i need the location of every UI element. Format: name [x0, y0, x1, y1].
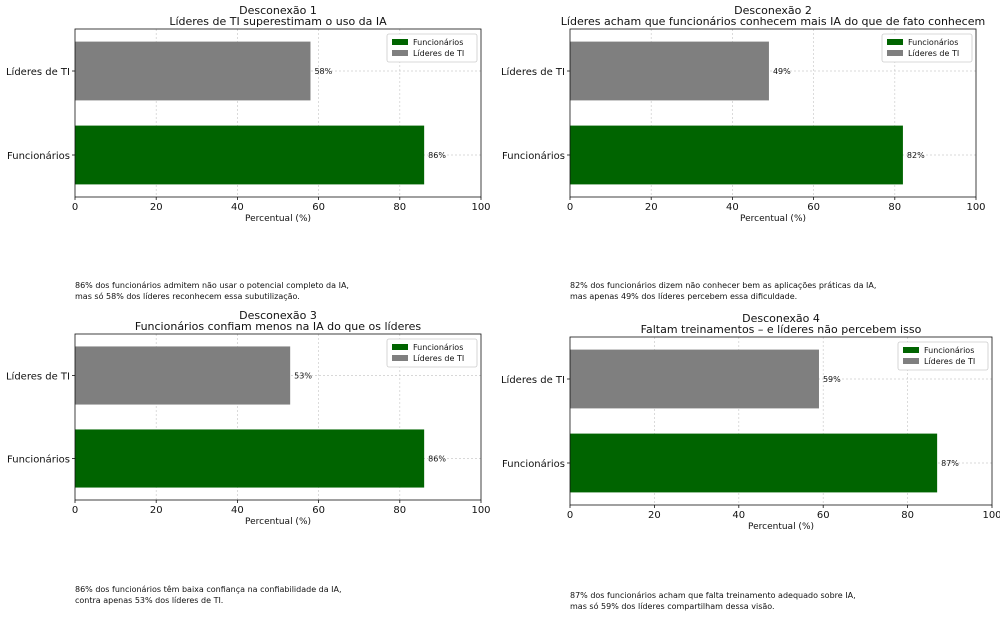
legend-box: [386, 33, 478, 63]
bar-lideres-de-ti: [75, 41, 311, 101]
bar-value-label: 49%: [773, 67, 791, 76]
x-tick-label: 60: [312, 505, 325, 516]
bar-value-label: 59%: [823, 375, 841, 384]
bar-value-label: 87%: [941, 459, 959, 468]
legend-entry: Funcionários: [413, 38, 463, 47]
x-tick-label: 0: [567, 510, 573, 521]
x-tick-label: 20: [150, 505, 163, 516]
x-tick-label: 80: [888, 202, 901, 213]
chart-2-caption: 82% dos funcionários dizem não conhecer …: [570, 281, 877, 301]
bar-value-label: 86%: [428, 151, 446, 160]
x-tick-label: 20: [645, 202, 658, 213]
legend-box: [386, 338, 478, 368]
legend-entry: Líderes de TI: [908, 49, 959, 58]
legend-entry: Funcionários: [924, 346, 974, 355]
legend-box: [881, 33, 973, 63]
x-axis-label: Percentual (%): [245, 214, 311, 224]
x-tick-label: 40: [231, 505, 244, 516]
plot-frame: [74, 333, 482, 501]
y-tick-label: Funcionários: [502, 150, 565, 162]
legend-swatch: [903, 347, 919, 353]
y-tick-label: Líderes de TI: [6, 371, 70, 383]
x-tick-label: 60: [817, 510, 830, 521]
legend-entry: Líderes de TI: [413, 49, 464, 58]
plot-frame: [569, 28, 977, 198]
bar-lideres-de-ti: [75, 346, 291, 405]
x-axis-label: Percentual (%): [740, 214, 806, 224]
legend-swatch: [903, 358, 919, 364]
chart-3-subtitle: Funcionários confiam menos na IA do que …: [135, 320, 422, 333]
legend-entry: Líderes de TI: [924, 357, 975, 366]
x-tick-label: 80: [393, 505, 406, 516]
x-tick-label: 80: [393, 202, 406, 213]
x-tick-label: 0: [72, 505, 78, 516]
legend-swatch: [392, 355, 408, 361]
x-tick-label: 20: [150, 202, 163, 213]
y-tick-label: Funcionários: [7, 454, 70, 466]
chart-4-caption: 87% dos funcionários acham que falta tre…: [570, 591, 856, 611]
y-tick-label: Funcionários: [502, 458, 565, 470]
x-tick-label: 20: [648, 510, 661, 521]
chart-4-subtitle: Faltam treinamentos – e líderes não perc…: [641, 323, 922, 336]
plot-frame: [569, 336, 993, 506]
chart-4-title: Desconexão 4: [742, 312, 820, 325]
bar-funcionarios: [75, 125, 425, 185]
legend-box: [897, 341, 989, 371]
chart-2-title: Desconexão 2: [734, 4, 812, 17]
legend-entry: Funcionários: [413, 343, 463, 352]
plot-frame: [74, 28, 482, 198]
y-tick-label: Líderes de TI: [6, 66, 70, 78]
x-tick-label: 40: [732, 510, 745, 521]
x-axis-label: Percentual (%): [748, 522, 814, 532]
x-tick-label: 60: [312, 202, 325, 213]
x-tick-label: 100: [966, 202, 985, 213]
legend-swatch: [392, 39, 408, 45]
chart-3-caption: 86% dos funcionários têm baixa confiança…: [75, 585, 342, 605]
legend: Funcionários Líderes de TI: [897, 341, 989, 371]
bar-value-label: 58%: [314, 67, 332, 76]
legend-swatch: [887, 50, 903, 56]
bar-lideres-de-ti: [570, 349, 819, 409]
x-tick-label: 100: [471, 505, 490, 516]
bar-funcionarios: [75, 429, 425, 488]
x-axis-label: Percentual (%): [245, 517, 311, 527]
legend: Funcionários Líderes de TI: [386, 338, 478, 368]
chart-1-caption: 86% dos funcionários admitem não usar o …: [75, 281, 349, 301]
legend-swatch: [392, 50, 408, 56]
y-tick-label: Líderes de TI: [501, 66, 565, 78]
chart-3-title: Desconexão 3: [239, 309, 317, 322]
bar-value-label: 82%: [907, 151, 925, 160]
y-tick-label: Funcionários: [7, 150, 70, 162]
x-tick-label: 0: [72, 202, 78, 213]
bar-lideres-de-ti: [570, 41, 769, 101]
legend-swatch: [392, 344, 408, 350]
x-tick-label: 80: [901, 510, 914, 521]
x-tick-label: 40: [231, 202, 244, 213]
x-tick-label: 40: [726, 202, 739, 213]
legend-entry: Funcionários: [908, 38, 958, 47]
bar-funcionarios: [570, 125, 903, 185]
chart-2-subtitle: Líderes acham que funcionários conhecem …: [561, 15, 985, 28]
legend: Funcionários Líderes de TI: [881, 33, 973, 63]
legend-swatch: [887, 39, 903, 45]
x-tick-label: 60: [807, 202, 820, 213]
legend: Funcionários Líderes de TI: [386, 33, 478, 63]
legend-entry: Líderes de TI: [413, 354, 464, 363]
x-tick-label: 100: [982, 510, 1000, 521]
bar-value-label: 53%: [294, 372, 312, 381]
bar-funcionarios: [570, 433, 938, 493]
bar-value-label: 86%: [428, 455, 446, 464]
y-tick-label: Líderes de TI: [501, 374, 565, 386]
chart-1-subtitle: Líderes de TI superestimam o uso da IA: [169, 15, 387, 28]
chart-1-title: Desconexão 1: [239, 4, 317, 17]
x-tick-label: 100: [471, 202, 490, 213]
x-tick-label: 0: [567, 202, 573, 213]
